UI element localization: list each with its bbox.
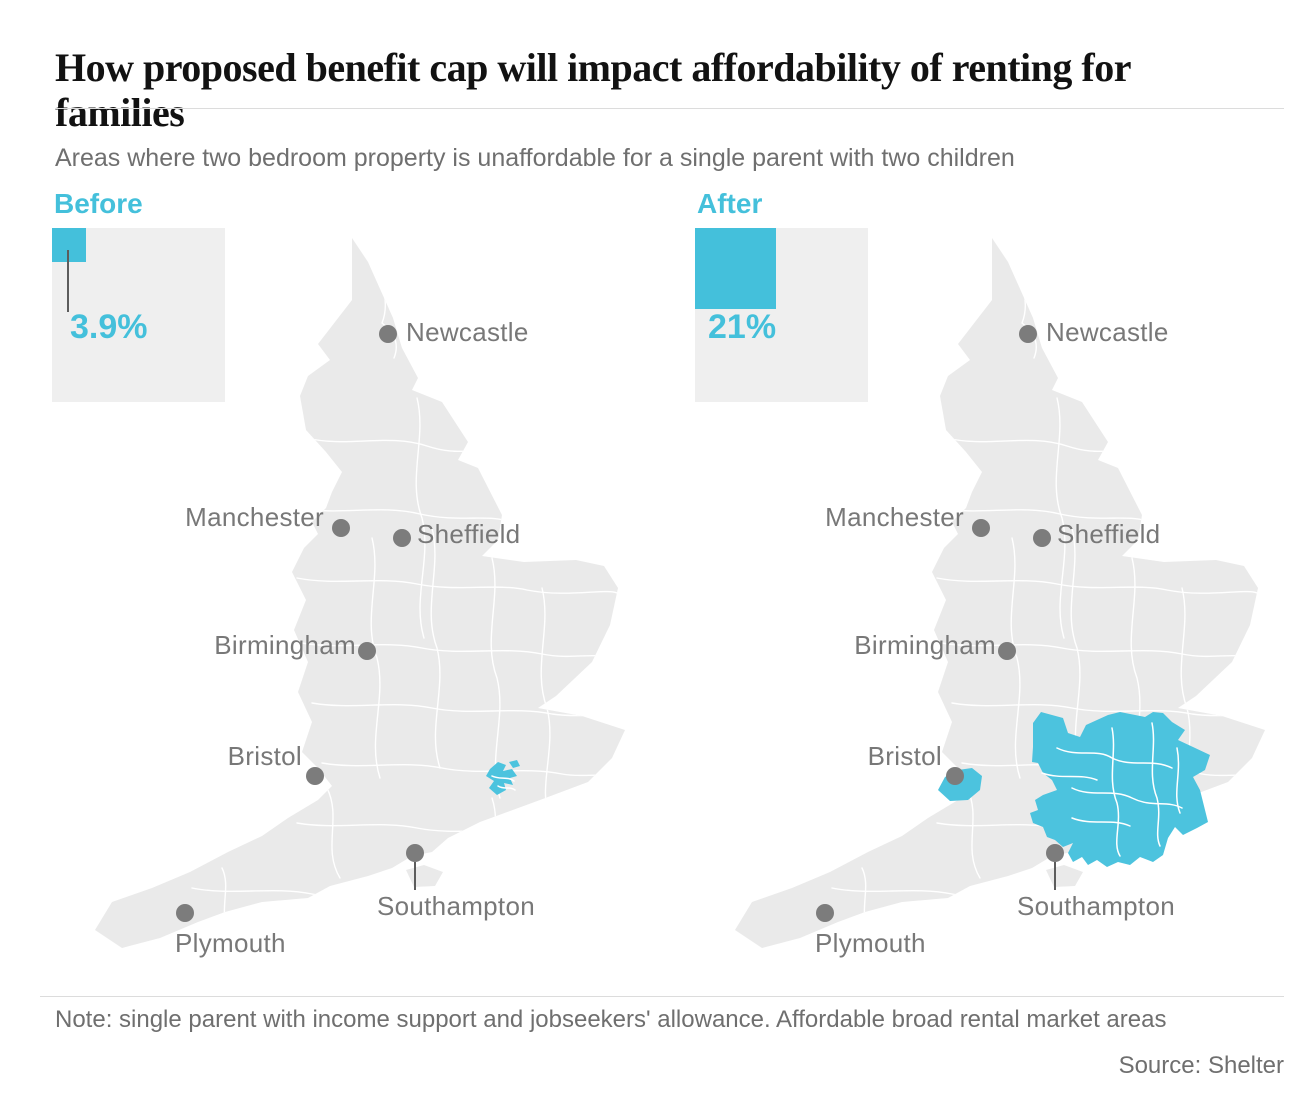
- city-label: Manchester: [825, 502, 964, 532]
- city-label: Newcastle: [1046, 317, 1169, 347]
- footer-divider: [40, 996, 1284, 997]
- city-dot: [1019, 325, 1037, 343]
- city-label: Birmingham: [214, 630, 356, 660]
- city-dot: [1046, 844, 1064, 862]
- before-legend-square: [52, 228, 86, 262]
- city-label: Plymouth: [175, 928, 286, 958]
- city-label: Sheffield: [1057, 519, 1161, 549]
- after-label: After: [697, 188, 763, 219]
- footnote: Note: single parent with income support …: [55, 1006, 1167, 1033]
- city-label: Sheffield: [417, 519, 521, 549]
- city-label: Manchester: [185, 502, 324, 532]
- before-label: Before: [54, 188, 143, 219]
- city-leader-line: [1054, 862, 1056, 890]
- city-dot: [1033, 529, 1051, 547]
- city-dot: [306, 767, 324, 785]
- after-highlight-southeast: [938, 712, 1210, 867]
- city-dot: [393, 529, 411, 547]
- city-label: Bristol: [867, 741, 942, 771]
- city-dot: [816, 904, 834, 922]
- city-dot: [379, 325, 397, 343]
- city-label: Southampton: [1017, 891, 1175, 921]
- title-divider: [55, 108, 1284, 109]
- after-legend-square: [695, 228, 776, 309]
- city-label: Birmingham: [854, 630, 996, 660]
- before-highlight-london: [486, 760, 520, 795]
- city-dot: [332, 519, 350, 537]
- source-credit: Source: Shelter: [1118, 1052, 1284, 1079]
- city-label: Southampton: [377, 891, 535, 921]
- city-dot: [946, 767, 964, 785]
- england-maps: [72, 228, 1316, 990]
- city-dot: [998, 642, 1016, 660]
- before-value: 3.9%: [70, 308, 148, 346]
- city-dot: [176, 904, 194, 922]
- city-leader-line: [414, 862, 416, 890]
- city-label: Bristol: [227, 741, 302, 771]
- subtitle: Areas where two bedroom property is unaf…: [55, 144, 1015, 172]
- city-label: Newcastle: [406, 317, 529, 347]
- city-label: Plymouth: [815, 928, 926, 958]
- after-value: 21%: [708, 308, 777, 346]
- page-title: How proposed benefit cap will impact aff…: [55, 44, 1131, 135]
- city-dot: [972, 519, 990, 537]
- before-legend-leader-line: [67, 250, 69, 312]
- city-dot: [358, 642, 376, 660]
- city-dot: [406, 844, 424, 862]
